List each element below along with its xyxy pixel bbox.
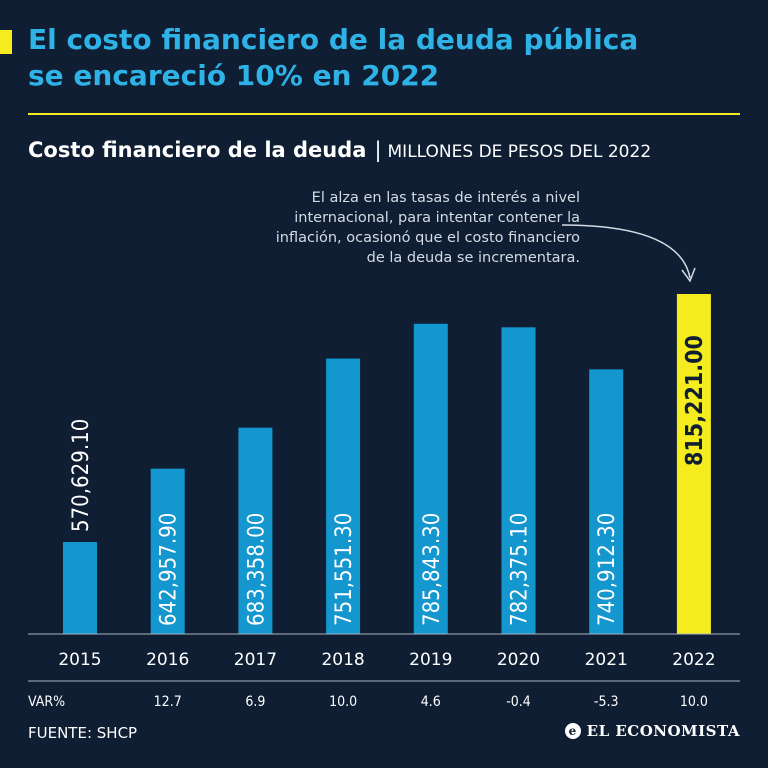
bar-2022 [676, 294, 711, 634]
bar-2015 [63, 542, 97, 634]
x-tick-2022: 2022 [672, 650, 715, 670]
variation-2016: 12.7 [154, 694, 182, 710]
logo-text: EL ECONOMISTA [586, 722, 740, 740]
value-label-2022: 815,221.00 [682, 335, 708, 466]
variation-2018: 10.0 [329, 694, 357, 710]
variation-2021: -5.3 [594, 694, 619, 710]
x-tick-2015: 2015 [58, 650, 101, 670]
annotation-arrow-line [561, 224, 691, 279]
variation-2022: 10.0 [680, 694, 708, 710]
publisher-logo: e EL ECONOMISTA [564, 722, 740, 740]
annotation-line-1: El alza en las tasas de interés a nivel [311, 190, 580, 206]
bars-group [63, 294, 711, 634]
bar-2019 [413, 323, 448, 634]
x-tick-2020: 2020 [497, 650, 540, 670]
bar-2021 [589, 369, 624, 634]
x-tick-2017: 2017 [234, 650, 277, 670]
variation-row: VAR% 12.7 6.9 10.0 4.6 -0.4 -5.3 10.0 [28, 694, 708, 710]
x-tick-2021: 2021 [585, 650, 628, 670]
annotation-line-2: internacional, para intentar contener la [294, 210, 580, 226]
annotation-line-3: inflación, ocasionó que el costo financi… [275, 230, 580, 246]
x-tick-2016: 2016 [146, 650, 189, 670]
accent-bar [0, 30, 12, 54]
source-note: FUENTE: SHCP [28, 724, 138, 742]
annotation-line-4: de la deuda se incrementara. [366, 250, 580, 266]
chart-unit: MILLONES DE PESOS DEL 2022 [387, 142, 652, 162]
chart-subheader: Costo financiero de la deuda | MILLONES DE… [28, 136, 748, 166]
headline-line-2: se encareció 10% en 2022 [28, 59, 440, 92]
value-label-2018: 751,551.30 [332, 513, 357, 626]
subheader-separator: | [374, 138, 382, 162]
headline: El costo financiero de la deuda pública … [28, 22, 748, 94]
value-label-2019: 785,843.30 [420, 513, 445, 626]
bar-2016 [150, 468, 185, 634]
x-tick-2018: 2018 [321, 650, 364, 670]
value-label-2017: 683,358.00 [244, 513, 269, 626]
bar-2018 [326, 358, 361, 634]
value-label-2020: 782,375.10 [508, 513, 533, 626]
headline-line-1: El costo financiero de la deuda pública [28, 23, 639, 56]
value-label-2021: 740,912.30 [595, 513, 620, 626]
variation-2020: -0.4 [506, 694, 531, 710]
x-tick-labels-group: 2015 2016 2017 2018 2019 2020 2021 2022 [58, 650, 715, 670]
value-label-2016: 642,957.90 [157, 513, 182, 626]
annotation-arrow-head [681, 267, 696, 283]
variation-2019: 4.6 [421, 694, 441, 710]
bar-2017 [238, 427, 273, 634]
logo-mark-icon: e [564, 723, 581, 739]
value-label-2015: 570,629.10 [69, 419, 94, 532]
variation-label: VAR% [28, 694, 65, 710]
chart-title: Costo financiero de la deuda [28, 138, 367, 162]
value-labels-group: 570,629.10 642,957.90 683,358.00 751,551.30… [69, 335, 708, 626]
headline-rule [28, 113, 740, 115]
chart-annotation: El alza en las tasas de interés a nivel … [190, 188, 580, 268]
x-tick-2019: 2019 [409, 650, 452, 670]
variation-2017: 6.9 [245, 694, 265, 710]
bar-2020 [501, 327, 536, 634]
